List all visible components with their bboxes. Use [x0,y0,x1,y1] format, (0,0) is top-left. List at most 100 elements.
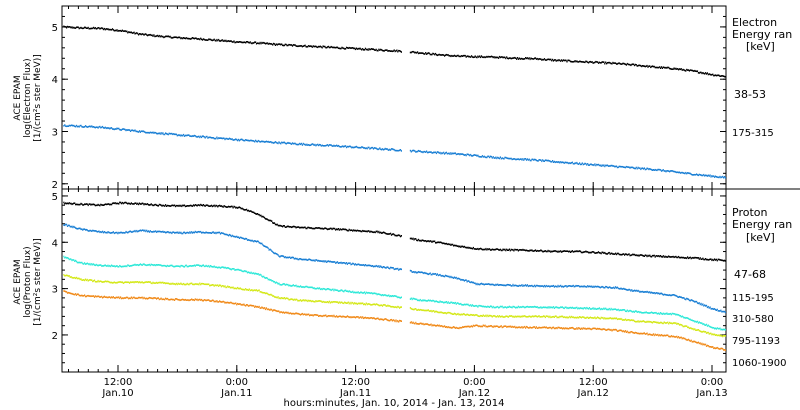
proton-point [674,313,676,315]
proton-point [374,265,376,268]
proton-point [579,285,581,288]
proton-point [576,306,578,309]
proton-point [300,300,303,302]
proton-point [157,297,159,299]
electron-point [66,25,69,28]
proton-point [123,202,125,204]
electron-point [544,159,546,161]
proton-point [423,240,425,242]
electron-point [247,41,249,44]
electron-point [459,55,461,58]
electron-point [257,139,259,142]
electron-point [318,143,321,146]
proton-point [220,301,222,303]
proton-point [526,284,528,286]
proton-point [109,231,111,234]
proton-point [660,255,662,257]
proton-point [607,317,609,320]
proton-point [682,316,684,318]
proton-point [202,283,204,285]
proton-point [315,259,317,261]
proton-point [111,282,114,284]
proton-point [142,229,144,231]
proton-point [593,317,595,319]
proton-point [459,245,461,247]
electron-point [498,157,501,160]
proton-point [95,295,97,298]
proton-point [482,314,484,316]
proton-point [476,248,478,250]
proton-point [705,258,708,261]
proton-point [637,320,639,322]
proton-point [111,202,114,205]
proton-point [536,284,538,287]
proton-point [347,229,349,232]
proton-point [119,232,121,234]
proton-point [698,321,700,323]
electron-point [165,35,168,38]
proton-point [487,248,489,250]
proton-point [695,320,697,323]
proton-point [382,304,384,306]
proton-point [578,307,580,309]
proton-point [617,287,619,290]
proton-point [583,285,585,287]
electron-point [253,42,255,44]
proton-point [688,318,690,321]
proton-point [707,331,709,334]
proton-point [100,296,102,298]
electron-point [82,126,84,128]
proton-point [390,305,392,308]
electron-point [119,128,121,131]
proton-point [145,264,147,266]
proton-point [548,307,550,309]
proton-point [353,291,355,294]
electron-point [543,58,545,61]
electron-point [316,46,318,48]
proton-point [489,249,492,251]
proton-point [590,317,592,319]
proton-point [179,299,181,302]
electron-point [414,52,416,54]
proton-point [466,280,468,283]
proton-point [469,246,471,249]
proton-point [262,291,264,294]
proton-point [186,205,188,207]
electron-point [723,176,726,178]
proton-point [224,266,226,269]
electron-point [718,74,720,77]
electron-point [712,175,714,178]
electron-point [568,162,570,165]
proton-point [631,289,633,291]
proton-point [124,201,126,204]
proton-point [507,283,509,286]
proton-point [160,282,162,284]
proton-point [108,296,110,298]
electron-point [581,162,583,164]
proton-point [221,232,223,234]
proton-point [287,225,289,227]
proton-point [93,203,96,206]
proton-point [71,225,73,228]
electron-point [673,170,675,173]
electron-point [490,155,492,158]
proton-point [447,301,449,303]
proton-point [178,283,180,285]
proton-point [601,317,603,319]
proton-point [213,285,215,287]
proton-point [546,250,548,253]
electron-point [655,66,657,69]
proton-point [381,232,384,234]
proton-point [201,298,203,301]
electron-point [106,28,108,31]
proton-point [644,291,646,293]
proton-point [660,312,662,314]
proton-point [154,282,156,284]
proton-point [458,277,460,280]
electron-point [186,37,188,40]
proton-point [136,281,138,283]
electron-point [513,158,515,160]
electron-point [690,69,692,72]
electron-point [211,39,213,42]
electron-point [122,30,124,32]
